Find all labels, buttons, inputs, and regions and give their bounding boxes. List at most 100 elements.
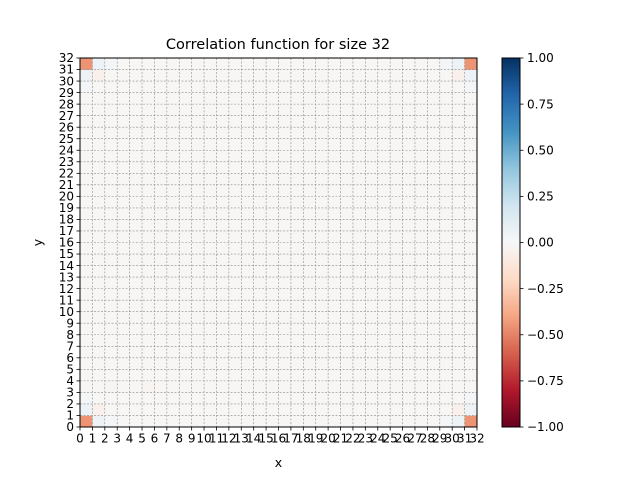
heatmap-cell bbox=[166, 357, 180, 370]
heatmap-cell bbox=[439, 265, 453, 278]
heatmap-cell bbox=[228, 127, 242, 140]
heatmap-cell bbox=[166, 346, 180, 359]
heatmap-cell bbox=[290, 242, 304, 255]
x-tick-label: 20 bbox=[320, 432, 335, 446]
heatmap-cell bbox=[117, 300, 130, 312]
heatmap-cell bbox=[179, 265, 192, 278]
heatmap-cell bbox=[179, 150, 192, 163]
heatmap-cell bbox=[142, 115, 155, 128]
heatmap-cell bbox=[340, 115, 354, 128]
heatmap-cell bbox=[303, 173, 317, 186]
heatmap-cell bbox=[365, 150, 379, 163]
heatmap-cell bbox=[191, 69, 205, 82]
x-tick-label: 10 bbox=[196, 432, 211, 446]
heatmap-cell bbox=[104, 334, 118, 347]
heatmap-cell bbox=[266, 242, 279, 255]
heatmap-cell bbox=[253, 161, 267, 174]
heatmap-cell bbox=[402, 357, 416, 370]
heatmap-cell bbox=[377, 138, 391, 151]
heatmap-cell bbox=[204, 277, 217, 289]
heatmap-cell bbox=[315, 346, 329, 359]
heatmap-cell bbox=[402, 81, 416, 93]
heatmap-cell bbox=[142, 138, 155, 151]
heatmap-cell bbox=[452, 277, 465, 289]
heatmap-cell bbox=[204, 323, 217, 336]
heatmap-cell bbox=[104, 81, 118, 93]
heatmap-cell bbox=[204, 357, 217, 370]
heatmap-cell bbox=[303, 277, 317, 289]
heatmap-cell bbox=[266, 173, 279, 186]
heatmap-cell bbox=[142, 380, 155, 393]
heatmap-cell bbox=[253, 311, 267, 324]
y-tick-label: 14 bbox=[59, 259, 74, 273]
heatmap-cell bbox=[352, 92, 366, 105]
heatmap-cell bbox=[290, 311, 304, 324]
heatmap-cell bbox=[129, 69, 143, 82]
heatmap-cell bbox=[340, 184, 354, 197]
heatmap-cell bbox=[191, 415, 205, 428]
heatmap-cell bbox=[328, 369, 341, 382]
y-tick-label: 0 bbox=[66, 420, 74, 434]
heatmap-cell bbox=[290, 380, 304, 393]
heatmap-cell bbox=[142, 403, 155, 416]
heatmap-cell bbox=[290, 150, 304, 163]
heatmap-cell bbox=[228, 219, 242, 232]
heatmap-cell bbox=[204, 173, 217, 186]
heatmap-cell bbox=[340, 104, 354, 116]
heatmap-cell bbox=[427, 403, 441, 416]
heatmap-cell bbox=[191, 127, 205, 140]
heatmap-cell bbox=[104, 69, 118, 82]
heatmap-cell bbox=[390, 138, 403, 151]
heatmap-cell bbox=[154, 138, 168, 151]
heatmap-cell bbox=[328, 81, 341, 93]
heatmap-cell bbox=[377, 254, 391, 266]
heatmap-cell bbox=[328, 173, 341, 186]
heatmap-cell bbox=[365, 334, 379, 347]
heatmap-cell bbox=[427, 150, 441, 163]
heatmap-cell bbox=[166, 104, 180, 116]
heatmap-cell bbox=[278, 265, 292, 278]
heatmap-cell bbox=[402, 403, 416, 416]
heatmap-cell bbox=[117, 150, 130, 163]
heatmap-cell bbox=[117, 58, 130, 70]
heatmap-cell bbox=[266, 127, 279, 140]
heatmap-cell bbox=[352, 81, 366, 93]
heatmap-cell bbox=[166, 334, 180, 347]
heatmap-cell bbox=[129, 380, 143, 393]
heatmap-cell bbox=[290, 81, 304, 93]
heatmap-cell bbox=[154, 346, 168, 359]
colorbar-tick-label: 0.25 bbox=[527, 190, 554, 204]
heatmap-cell bbox=[80, 323, 93, 336]
heatmap-cell bbox=[117, 265, 130, 278]
heatmap-cell bbox=[439, 392, 453, 405]
y-tick-label: 2 bbox=[66, 397, 74, 411]
heatmap-cell bbox=[92, 403, 106, 416]
heatmap-cell bbox=[228, 230, 242, 243]
heatmap-cell bbox=[377, 207, 391, 220]
heatmap-cell bbox=[92, 380, 106, 393]
heatmap-cell bbox=[154, 219, 168, 232]
heatmap-cell bbox=[439, 346, 453, 359]
heatmap-cell bbox=[278, 254, 292, 266]
heatmap-cell bbox=[228, 357, 242, 370]
heatmap-cell bbox=[204, 81, 217, 93]
heatmap-cell bbox=[303, 127, 317, 140]
heatmap-cell bbox=[352, 242, 366, 255]
heatmap-cell bbox=[204, 346, 217, 359]
heatmap-cell bbox=[377, 277, 391, 289]
heatmap-cell bbox=[241, 357, 254, 370]
heatmap-cell bbox=[414, 69, 428, 82]
heatmap-cell bbox=[439, 196, 453, 209]
heatmap-cell bbox=[204, 415, 217, 428]
heatmap-cell bbox=[166, 242, 180, 255]
heatmap-cell bbox=[290, 184, 304, 197]
x-tick-label: 11 bbox=[209, 432, 224, 446]
heatmap-cell bbox=[179, 69, 192, 82]
heatmap-cell bbox=[241, 173, 254, 186]
heatmap-cell bbox=[179, 288, 192, 301]
heatmap-cell bbox=[204, 288, 217, 301]
heatmap-cell bbox=[204, 230, 217, 243]
heatmap-cell bbox=[464, 392, 478, 405]
heatmap-cell bbox=[414, 138, 428, 151]
